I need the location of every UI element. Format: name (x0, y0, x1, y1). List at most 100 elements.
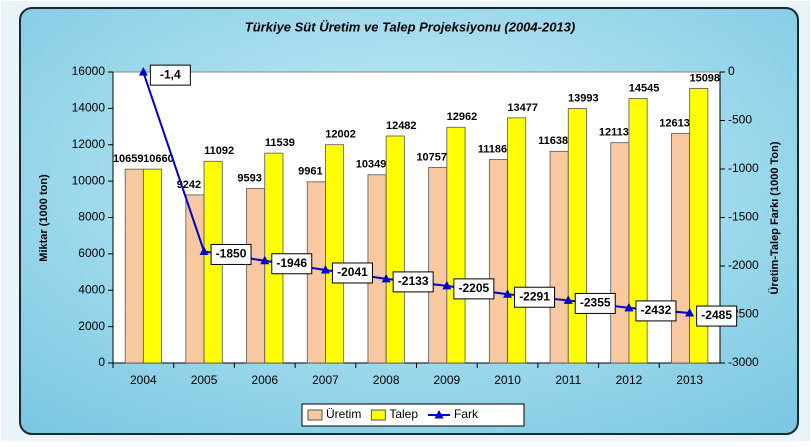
data-label-box (514, 286, 556, 308)
y-tick-label: 12000 (72, 137, 106, 151)
y-tick-label: 4000 (78, 282, 105, 296)
x-tick-label: 2008 (373, 373, 400, 387)
bar (488, 159, 508, 364)
bar-value-label: 10660 (143, 153, 174, 165)
x-tick-label: 2011 (555, 373, 581, 387)
x-tick-label: 2013 (676, 373, 703, 387)
legend-label: Talep (389, 407, 418, 421)
bar (446, 126, 466, 364)
bar (142, 168, 162, 364)
y-tick-label: 6000 (78, 246, 105, 260)
data-label-box (574, 292, 616, 314)
data-label-box (696, 305, 738, 327)
y2-tick-label: -1500 (728, 210, 759, 224)
bar-value-label: 11186 (478, 143, 507, 155)
legend-label: Üretim (326, 407, 361, 421)
x-tick-label: 2005 (191, 373, 218, 387)
bar-value-label: 11638 (538, 135, 568, 147)
y2-tick-label: 0 (728, 64, 735, 78)
y-tick-label: 8000 (78, 210, 105, 224)
data-label-box (453, 278, 495, 300)
bar-value-label: 15098 (689, 72, 720, 84)
bar-value-label: 10757 (416, 151, 447, 163)
x-tick-label: 2007 (312, 373, 339, 387)
bar (567, 108, 587, 364)
legend-label: Fark (454, 407, 479, 421)
x-tick-label: 2006 (251, 373, 278, 387)
y-tick-label: 14000 (72, 101, 106, 115)
line-marker (199, 246, 209, 255)
bar (385, 135, 405, 364)
line-marker (381, 273, 391, 283)
y2-tick-label: -3000 (728, 355, 759, 369)
line-value-label: -2133 (398, 274, 429, 288)
line-marker (320, 264, 330, 274)
y2-tick-label: -500 (728, 113, 752, 127)
y2-tick-label: -1000 (728, 161, 759, 175)
legend-swatch (307, 409, 323, 421)
line-value-label: -1850 (216, 247, 247, 261)
bar (185, 194, 205, 364)
data-label-box (210, 243, 252, 265)
chart-title: Türkiye Süt Üretim ve Talep Projeksiyonu… (245, 19, 575, 34)
bar (428, 166, 448, 364)
data-label-box (271, 253, 313, 275)
line-marker (260, 255, 270, 265)
bar-value-label: 12962 (447, 111, 478, 123)
bar (507, 117, 527, 364)
y2-axis-label: Üretim-Talep Farkı (1000 Ton) (768, 141, 781, 294)
y-tick-label: 16000 (72, 64, 106, 78)
bar-value-label: 13477 (507, 102, 538, 114)
bar-value-label: 12482 (386, 120, 417, 132)
data-label-box (635, 300, 677, 322)
line-marker (563, 295, 573, 304)
y2-tick-label: -2000 (728, 258, 759, 272)
line-value-label: -1946 (276, 256, 307, 270)
bar-value-label: 11092 (204, 145, 234, 157)
line-value-label: -2432 (641, 303, 672, 317)
x-tick-label: 2009 (433, 373, 460, 387)
bar-value-label: 14545 (629, 82, 660, 94)
x-tick-label: 2004 (130, 373, 157, 387)
bar (689, 88, 709, 364)
line-marker (685, 308, 695, 317)
line-marker (624, 302, 634, 312)
bar-value-label: 13993 (568, 92, 599, 104)
bar (610, 142, 630, 364)
bar-value-label: 12113 (599, 127, 629, 139)
line-marker (442, 280, 452, 290)
bar (124, 168, 144, 364)
line-value-label: -2041 (337, 265, 368, 279)
x-tick-label: 2012 (616, 373, 643, 387)
line-marker (503, 289, 513, 298)
bar-value-label: 11539 (265, 137, 295, 149)
line-value-label: -2485 (701, 308, 732, 322)
data-label-box (392, 271, 434, 293)
data-label-box (331, 262, 373, 284)
y-tick-label: 10000 (72, 173, 106, 187)
bar-value-label: 9593 (237, 172, 261, 184)
bar-value-label: 10349 (356, 159, 387, 171)
line-value-label: -2355 (580, 296, 611, 310)
legend-swatch (434, 410, 444, 419)
y-axis-label: Miktar (1000 ton) (38, 174, 50, 262)
legend (301, 403, 525, 427)
line-value-label: -1,4 (160, 67, 181, 81)
bar (246, 188, 266, 364)
line-marker (138, 67, 148, 76)
bar-value-label: 9961 (298, 166, 322, 178)
line-value-label: -2205 (458, 281, 489, 295)
bar-value-label: 12613 (659, 118, 690, 130)
x-tick-label: 2010 (494, 373, 521, 387)
bar-value-label: 12002 (325, 129, 356, 141)
y-tick-label: 2000 (78, 319, 105, 333)
bar (628, 98, 648, 364)
bar (671, 133, 691, 364)
data-label-box (149, 64, 191, 86)
bar (549, 150, 569, 364)
bar (325, 144, 345, 364)
legend-swatch (370, 409, 386, 421)
y-tick-label: 0 (98, 355, 105, 369)
line-value-label: -2291 (519, 289, 550, 303)
